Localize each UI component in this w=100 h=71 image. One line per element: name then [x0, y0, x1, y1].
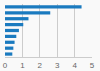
svg-text:3: 3: [55, 61, 60, 70]
svg-text:4: 4: [72, 61, 77, 70]
svg-text:5: 5: [90, 61, 95, 70]
svg-text:2: 2: [38, 61, 43, 70]
svg-text:0: 0: [3, 61, 8, 70]
svg-text:1: 1: [20, 61, 25, 70]
